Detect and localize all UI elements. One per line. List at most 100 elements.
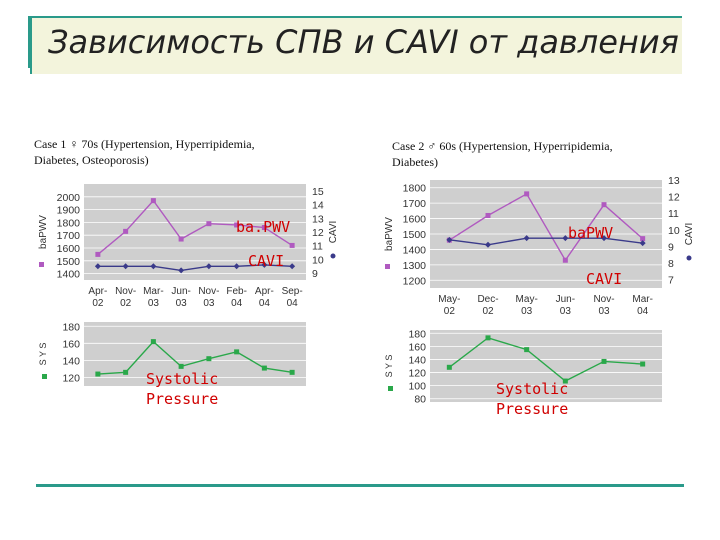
pwv-point <box>206 221 212 227</box>
bottom-tick-label: 180 <box>62 321 80 333</box>
pwv-point <box>562 257 568 263</box>
sys-series-line <box>97 340 293 375</box>
sys-point <box>123 369 129 375</box>
x-tick-label: Sep-04 <box>282 286 303 309</box>
bottom-tick-label: 160 <box>408 341 426 353</box>
cavi-point <box>94 263 101 270</box>
sys-point <box>562 378 568 384</box>
slide-title: Зависимость СПВ и CAVI от давления <box>48 23 679 61</box>
top-left-tick-label: 1800 <box>57 217 81 229</box>
top-right-tick-label: 12 <box>312 227 324 239</box>
x-tick-label: May-02 <box>438 294 460 317</box>
x-tick-label: Apr-04 <box>255 286 274 309</box>
bottom-axis-title: S Y S <box>384 355 394 378</box>
top-left-tick-label: 1600 <box>57 243 81 255</box>
pwv-point <box>123 228 129 234</box>
case-chart-svg: Case 2 ♂ 60s (Hypertension, Hyperripidem… <box>384 139 695 418</box>
pwv-point <box>150 198 156 204</box>
sys-series-line <box>448 337 643 382</box>
pwv-legend-marker <box>39 262 44 267</box>
top-right-axis-title: CAVI <box>328 221 339 244</box>
top-left-axis-title: baPWV <box>384 217 395 251</box>
x-tick-label: Feb-04 <box>226 286 247 309</box>
x-tick-label: Jun-03 <box>171 286 190 309</box>
title-accent-bar <box>28 16 32 68</box>
bottom-tick-label: 100 <box>408 381 426 393</box>
pwv-point <box>485 212 491 218</box>
case-chart-svg: Case 1 ♀ 70s (Hypertension, Hyperripidem… <box>34 137 339 408</box>
cavi-point <box>601 235 607 242</box>
bottom-axis-title: S Y S <box>38 343 48 366</box>
top-left-tick-label: 1500 <box>57 256 81 268</box>
pwv-point <box>289 242 295 248</box>
top-right-tick-label: 14 <box>312 200 324 212</box>
cavi-point <box>523 235 530 242</box>
cavi-point <box>205 263 212 270</box>
cavi-overlay-label: CAVI <box>586 270 622 288</box>
x-tick-label: Mar-04 <box>632 294 653 317</box>
pwv-point <box>234 222 240 228</box>
x-tick-label: Nov-02 <box>115 286 136 309</box>
top-right-tick-label: 15 <box>312 186 324 198</box>
cavi-overlay-label: CAVI <box>248 252 284 270</box>
top-right-tick-label: 7 <box>668 275 674 287</box>
top-right-tick-label: 10 <box>668 225 680 237</box>
top-left-tick-label: 1700 <box>57 230 81 242</box>
bottom-tick-label: 140 <box>408 354 426 366</box>
top-right-tick-label: 12 <box>668 192 680 204</box>
bottom-tick-label: 140 <box>62 355 80 367</box>
top-left-tick-label: 1500 <box>403 229 427 241</box>
sys-point <box>289 369 295 375</box>
x-tick-label: Nov-03 <box>593 294 614 317</box>
cavi-point <box>485 241 491 248</box>
pwv-point <box>640 236 646 242</box>
bottom-tick-label: 160 <box>62 338 80 350</box>
top-left-tick-label: 1600 <box>403 214 427 226</box>
case-caption: Case 2 ♂ 60s (Hypertension, Hyperripidem… <box>392 139 613 169</box>
top-right-tick-label: 8 <box>668 258 674 270</box>
bottom-tick-label: 120 <box>408 368 426 380</box>
top-right-tick-label: 11 <box>312 241 323 253</box>
sys-point <box>485 335 491 341</box>
cavi-point <box>562 235 569 242</box>
top-right-tick-label: 9 <box>668 241 674 253</box>
cavi-series-line <box>449 237 643 246</box>
case-caption: Case 1 ♀ 70s (Hypertension, Hyperripidem… <box>34 137 255 167</box>
top-right-tick-label: 13 <box>312 213 324 225</box>
top-left-axis-title: baPWV <box>38 215 49 249</box>
pwv-point <box>261 225 267 231</box>
sys-point <box>261 365 267 371</box>
bottom-tick-label: 120 <box>62 372 80 384</box>
sys-point <box>150 339 156 345</box>
sys-point <box>206 356 212 362</box>
pwv-point <box>524 191 530 197</box>
x-tick-label: Apr-02 <box>88 286 107 309</box>
top-left-tick-label: 1300 <box>403 260 427 272</box>
pwv-point <box>601 202 607 208</box>
cavi-point <box>261 261 268 268</box>
cavi-legend-marker <box>330 253 336 259</box>
top-right-tick-label: 11 <box>668 208 679 220</box>
bottom-divider <box>36 484 684 487</box>
pwv-overlay-label: baPWV <box>568 224 613 242</box>
sys-point <box>524 347 530 353</box>
sys-point <box>446 364 452 370</box>
pwv-series-line <box>448 192 644 262</box>
sys-legend-marker <box>388 386 393 391</box>
pwv-series-line <box>97 199 293 255</box>
x-tick-label: Dec-02 <box>477 294 498 317</box>
sys-point <box>640 361 646 367</box>
pwv-legend-marker <box>385 264 390 269</box>
sys-point <box>178 363 184 369</box>
sys-point <box>601 358 607 364</box>
top-right-axis-title: CAVI <box>684 223 695 246</box>
pwv-overlay-label: ba.PWV <box>236 218 290 236</box>
bottom-tick-label: 80 <box>414 394 426 406</box>
top-left-tick-label: 1400 <box>403 244 427 256</box>
cavi-point <box>639 240 646 247</box>
top-right-tick-label: 13 <box>668 175 680 187</box>
cavi-point <box>178 267 185 274</box>
top-left-tick-label: 1400 <box>57 269 81 281</box>
cavi-point <box>150 263 157 270</box>
bottom-tick-label: 180 <box>408 328 426 340</box>
